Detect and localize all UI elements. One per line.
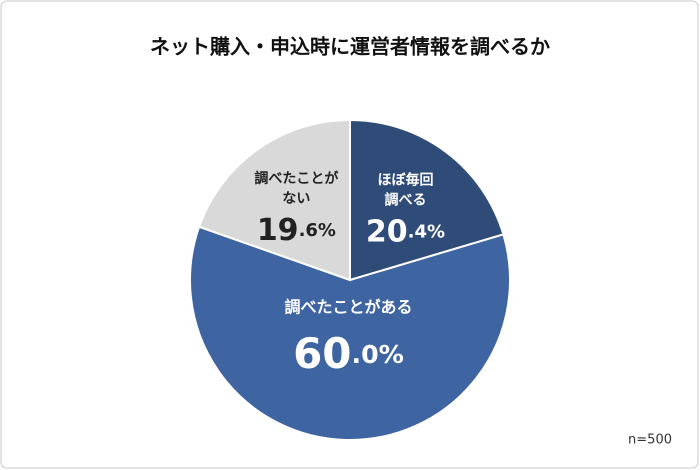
slice-label: 調べたことがある bbox=[284, 297, 412, 316]
pie-slice bbox=[189, 225, 511, 441]
slice-label: 調べる bbox=[384, 192, 426, 209]
pie-slice bbox=[197, 118, 351, 282]
value-label: 20.4% bbox=[366, 214, 445, 249]
slice-label: ない bbox=[282, 191, 310, 207]
value-label: 19.6% bbox=[257, 213, 336, 248]
chart-title: ネット購入・申込時に運営者情報を調べるか bbox=[150, 35, 550, 59]
value-label: 60.0% bbox=[293, 328, 404, 377]
slice-label: ほぼ毎回 bbox=[377, 172, 433, 189]
pie-slice bbox=[349, 118, 505, 282]
annotation: n=500 bbox=[628, 433, 672, 448]
slice-label: 調べたことが bbox=[254, 170, 339, 187]
